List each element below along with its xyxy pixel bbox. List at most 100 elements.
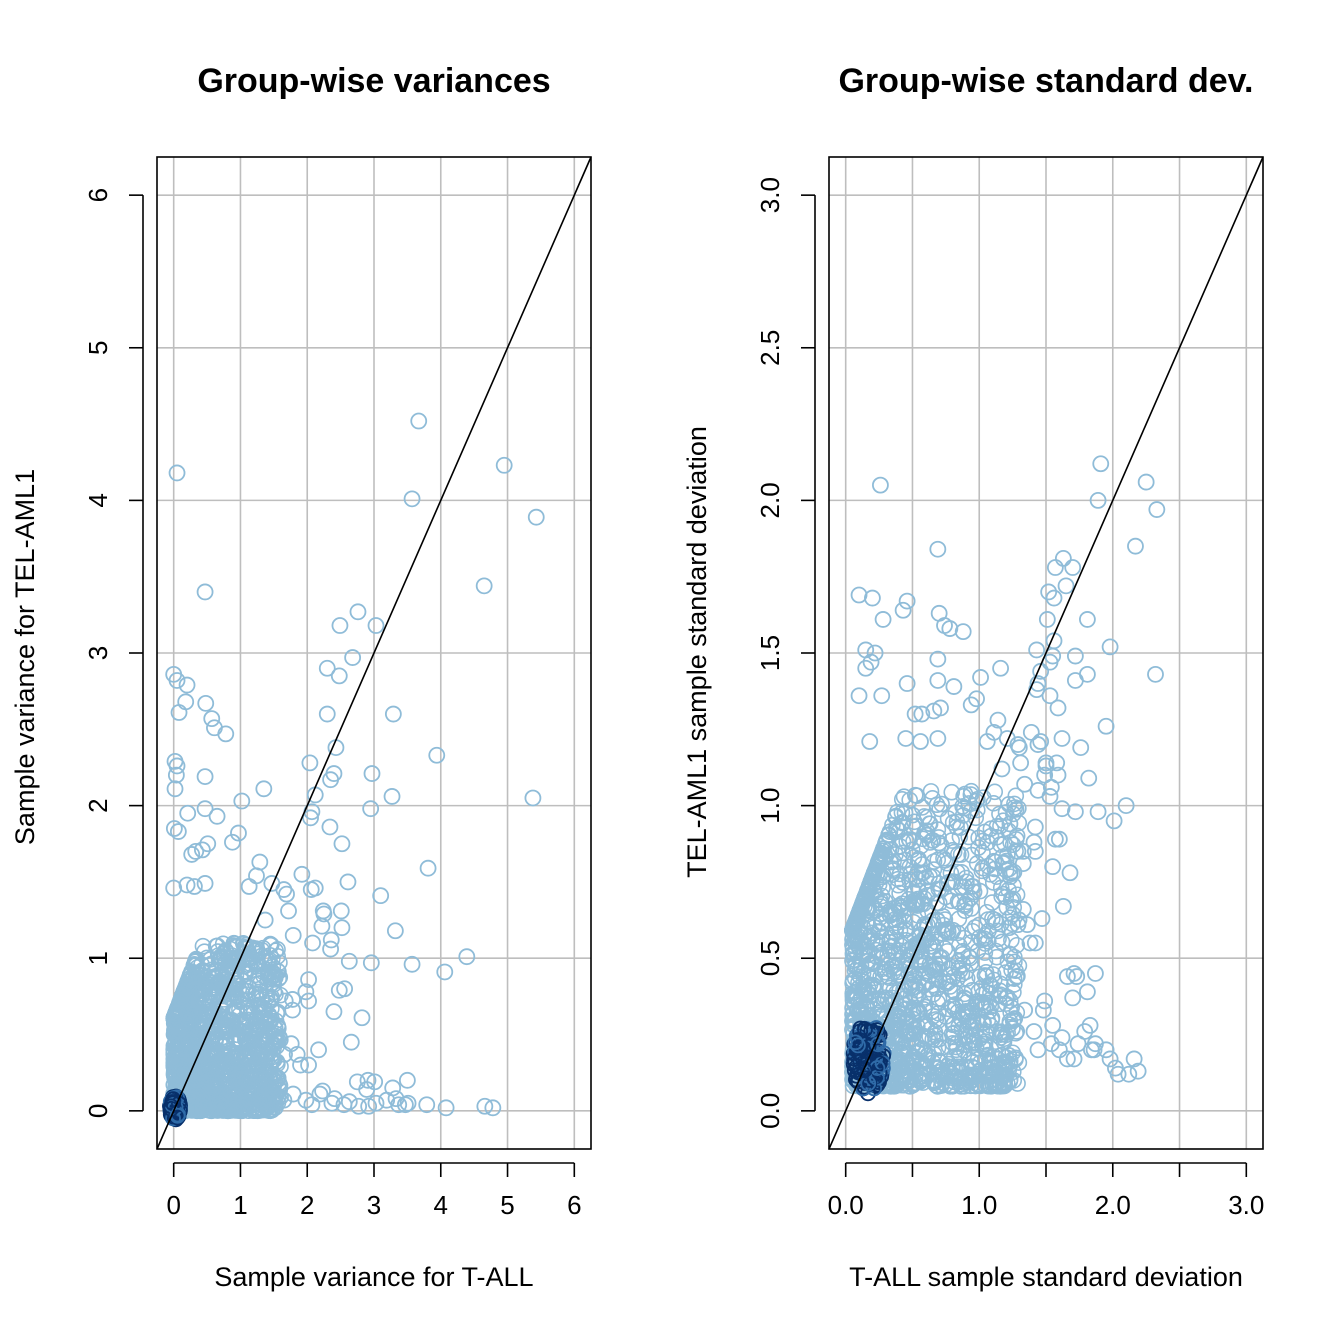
stddev-chart-cluster-point bbox=[850, 979, 868, 997]
variance-chart-point bbox=[363, 765, 381, 782]
stddev-chart-cluster-point bbox=[961, 889, 979, 907]
variance-chart-point bbox=[297, 983, 315, 1001]
stddev-chart-x-tick-label: 0.0 bbox=[828, 1190, 864, 1220]
variance-chart-cluster-point bbox=[234, 1092, 252, 1109]
variance-chart-cluster-point bbox=[187, 953, 204, 970]
variance-chart-point bbox=[330, 667, 348, 685]
stddev-chart-point bbox=[1076, 1023, 1094, 1040]
stddev-chart-point bbox=[1129, 1062, 1147, 1080]
stddev-chart-cluster-point bbox=[863, 924, 881, 942]
variance-chart-cluster-point bbox=[269, 1019, 287, 1036]
stddev-chart-point bbox=[1120, 1065, 1138, 1083]
stddev-chart-cluster-point bbox=[955, 989, 973, 1007]
variance-chart-point bbox=[275, 1091, 293, 1109]
stddev-chart-cluster-point bbox=[936, 921, 953, 939]
stddev-chart-point bbox=[1101, 638, 1119, 656]
stddev-chart-cluster-point bbox=[902, 966, 920, 983]
variance-chart-point bbox=[436, 963, 454, 981]
stddev-chart-cluster-point bbox=[921, 967, 938, 984]
stddev-chart-cluster-point bbox=[979, 1012, 997, 1029]
stddev-chart-y-tick-label: 1.0 bbox=[755, 788, 785, 824]
stddev-chart-point bbox=[1001, 815, 1019, 833]
stddev-chart-point bbox=[997, 989, 1015, 1007]
stddev-chart-point bbox=[1008, 1023, 1026, 1040]
variance-chart-cluster-point bbox=[211, 1095, 228, 1113]
stddev-chart-cluster-point bbox=[927, 1011, 945, 1028]
stddev-chart-point bbox=[1021, 934, 1039, 952]
stddev-chart-cluster-point bbox=[947, 873, 964, 891]
variance-chart-point bbox=[353, 1009, 371, 1027]
variance-chart-point bbox=[321, 818, 339, 836]
variance-chart-point bbox=[384, 705, 402, 723]
stddev-chart-cluster-point bbox=[907, 895, 925, 912]
variance-chart-x-tick-label: 4 bbox=[434, 1190, 448, 1220]
stddev-chart-core-point bbox=[846, 1062, 863, 1079]
variance-chart-cluster-point bbox=[226, 1100, 243, 1118]
stddev-chart-point bbox=[1032, 733, 1050, 750]
stddev-chart-dense-cluster bbox=[844, 782, 1028, 1102]
variance-chart-cluster-point bbox=[188, 1072, 206, 1089]
stddev-chart-cluster-point bbox=[963, 900, 980, 917]
stddev-chart-cluster-point bbox=[844, 1005, 861, 1023]
stddev-chart-point bbox=[1081, 1016, 1099, 1034]
variance-chart-point bbox=[383, 788, 401, 805]
stddev-chart-cluster-point bbox=[888, 918, 905, 936]
stddev-chart-cluster-point bbox=[876, 835, 894, 853]
stddev-chart-point bbox=[898, 592, 916, 610]
stddev-chart-point bbox=[954, 623, 972, 641]
variance-chart-point bbox=[217, 725, 235, 743]
stddev-chart-cluster-point bbox=[844, 987, 862, 1005]
stddev-chart-point bbox=[1045, 589, 1063, 607]
variance-chart-y-tick-label: 6 bbox=[83, 188, 113, 202]
stddev-chart-point bbox=[972, 669, 989, 686]
variance-chart-cluster-point bbox=[226, 963, 243, 980]
variance-chart-point bbox=[230, 824, 247, 842]
variance-chart-point bbox=[403, 490, 421, 508]
stddev-chart-point bbox=[1025, 1023, 1043, 1040]
variance-chart-cluster-point bbox=[220, 977, 237, 995]
variance-chart-cluster-point bbox=[197, 1068, 214, 1086]
stddev-chart-point bbox=[894, 601, 912, 619]
variance-chart-cluster-point bbox=[210, 951, 228, 969]
variance-chart-point bbox=[360, 1097, 378, 1115]
stddev-chart-point bbox=[913, 705, 931, 723]
stddev-chart-cluster-point bbox=[866, 981, 884, 998]
variance-chart-point bbox=[293, 865, 311, 883]
variance-chart-cluster-point bbox=[220, 1073, 238, 1090]
variance-chart: Group-wise variances Sample variance for… bbox=[10, 62, 592, 1292]
variance-chart-point bbox=[302, 881, 320, 898]
stddev-chart-cluster-point bbox=[945, 968, 962, 986]
variance-chart-cluster-point bbox=[191, 971, 209, 988]
variance-chart-point bbox=[179, 804, 197, 822]
stddev-chart-point bbox=[1054, 897, 1072, 915]
stddev-chart-point bbox=[1092, 455, 1110, 473]
variance-chart-point bbox=[311, 1085, 329, 1103]
variance-chart-point bbox=[169, 823, 187, 840]
stddev-chart-cluster-point bbox=[946, 1000, 964, 1018]
variance-chart-x-tick-label: 3 bbox=[367, 1190, 381, 1220]
variance-chart-x-tick-label: 5 bbox=[500, 1190, 514, 1220]
variance-chart-point bbox=[358, 1081, 376, 1098]
stddev-chart-point bbox=[962, 696, 980, 714]
stddev-chart-point bbox=[857, 659, 875, 677]
stddev-chart-point bbox=[906, 705, 924, 723]
stddev-chart-cluster-point bbox=[893, 895, 911, 912]
variance-chart-points bbox=[165, 412, 545, 1117]
stddev-chart-cluster-point bbox=[878, 1007, 895, 1025]
variance-chart-cluster-point bbox=[211, 1060, 229, 1078]
stddev-chart-cluster-point bbox=[905, 849, 923, 866]
stddev-chart-point bbox=[1049, 699, 1067, 717]
variance-chart-point bbox=[410, 412, 428, 430]
stddev-chart-cluster-point bbox=[1004, 890, 1022, 908]
variance-chart-cluster-point bbox=[239, 956, 256, 974]
variance-chart-point bbox=[325, 1003, 343, 1021]
stddev-chart-point bbox=[1026, 934, 1044, 952]
stddev-chart-cluster-point bbox=[977, 1041, 995, 1059]
stddev-chart-cluster-point bbox=[1005, 863, 1023, 881]
stddev-chart-y-tick-label: 0.5 bbox=[755, 940, 785, 976]
variance-chart-cluster-point bbox=[217, 1032, 235, 1050]
variance-chart-point bbox=[403, 955, 421, 973]
stddev-chart-point bbox=[1109, 1065, 1127, 1083]
stddev-chart-cluster-point bbox=[982, 820, 1000, 837]
